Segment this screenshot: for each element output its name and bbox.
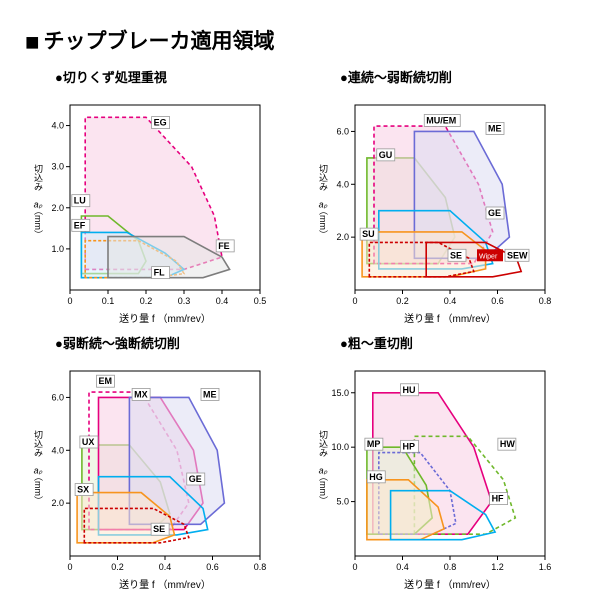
svg-text:HU: HU <box>403 385 416 395</box>
chart-subtitle: ●切りくず処理重視 <box>55 67 290 86</box>
svg-text:10.0: 10.0 <box>331 442 349 452</box>
svg-text:EG: EG <box>154 118 167 128</box>
chart-cell: ●弱断続～強断続切削 0 0.2 0.4 0.6 0.8 2.0 4.0 6.0 送り量 f （m… <box>25 333 290 591</box>
svg-text:MP: MP <box>367 439 381 449</box>
svg-text:HW: HW <box>500 439 515 449</box>
svg-text:0.4: 0.4 <box>396 562 409 572</box>
svg-text:0: 0 <box>352 562 357 572</box>
svg-text:1.6: 1.6 <box>539 562 552 572</box>
svg-text:15.0: 15.0 <box>331 388 349 398</box>
svg-text:HF: HF <box>492 494 504 504</box>
chart-subtitle: ●粗～重切削 <box>340 333 575 352</box>
svg-text:ME: ME <box>203 389 217 399</box>
svg-text:（mm）: （mm） <box>318 206 328 239</box>
svg-text:GU: GU <box>379 150 393 160</box>
svg-text:FL: FL <box>154 268 165 278</box>
svg-text:1.2: 1.2 <box>491 562 504 572</box>
svg-text:0.8: 0.8 <box>444 562 457 572</box>
svg-text:4.0: 4.0 <box>51 445 64 455</box>
svg-text:GE: GE <box>189 474 202 484</box>
chart-cell: ●切りくず処理重視 0 0.1 0.2 0.3 0.4 0.5 1.0 2.0 3.0 4.0 送り量… <box>25 67 290 325</box>
svg-text:0.8: 0.8 <box>254 562 267 572</box>
svg-text:送り量 f （mm/rev）: 送り量 f （mm/rev） <box>119 578 211 591</box>
svg-text:0.2: 0.2 <box>396 296 409 306</box>
svg-text:5.0: 5.0 <box>336 497 349 507</box>
svg-text:HP: HP <box>403 441 416 451</box>
main-title: ■チップブレーカ適用領域 <box>25 25 575 57</box>
svg-text:EM: EM <box>99 376 113 386</box>
chart-cell: ●連続～弱断続切削 0 0.2 0.4 0.6 0.8 2.0 4.0 6.0 送り量 f （mm… <box>310 67 575 325</box>
svg-text:4.0: 4.0 <box>51 121 64 131</box>
svg-text:6.0: 6.0 <box>336 126 349 136</box>
svg-text:6.0: 6.0 <box>51 392 64 402</box>
svg-text:切込み: 切込み <box>318 430 328 457</box>
svg-text:切込み: 切込み <box>318 164 328 191</box>
svg-text:0: 0 <box>67 562 72 572</box>
svg-text:UX: UX <box>82 437 95 447</box>
charts-grid: ●切りくず処理重視 0 0.1 0.2 0.3 0.4 0.5 1.0 2.0 3.0 4.0 送り量… <box>25 67 575 591</box>
svg-text:0.8: 0.8 <box>539 296 552 306</box>
svg-text:0.2: 0.2 <box>111 562 124 572</box>
svg-text:0.5: 0.5 <box>254 296 267 306</box>
svg-text:0: 0 <box>352 296 357 306</box>
svg-text:MX: MX <box>134 389 148 399</box>
svg-text:MU/EM: MU/EM <box>426 116 456 126</box>
svg-text:2.0: 2.0 <box>51 498 64 508</box>
svg-text:切込み: 切込み <box>33 430 43 457</box>
svg-text:0.6: 0.6 <box>206 562 219 572</box>
main-title-text: チップブレーカ適用領域 <box>44 30 275 53</box>
svg-text:0.4: 0.4 <box>216 296 229 306</box>
svg-text:0.4: 0.4 <box>159 562 172 572</box>
chart-subtitle: ●弱断続～強断続切削 <box>55 333 290 352</box>
chart-svg: 0 0.1 0.2 0.3 0.4 0.5 1.0 2.0 3.0 4.0 送り量 f （mm/re… <box>25 90 270 325</box>
svg-text:SE: SE <box>153 524 165 534</box>
chart-subtitle: ●連続～弱断続切削 <box>340 67 575 86</box>
svg-text:0.2: 0.2 <box>140 296 153 306</box>
svg-text:SX: SX <box>77 485 89 495</box>
svg-text:SE: SE <box>450 250 462 260</box>
svg-text:2.0: 2.0 <box>51 203 64 213</box>
svg-text:送り量 f （mm/rev）: 送り量 f （mm/rev） <box>404 578 496 591</box>
svg-text:0.1: 0.1 <box>102 296 115 306</box>
svg-text:0.6: 0.6 <box>491 296 504 306</box>
svg-text:LU: LU <box>74 196 86 206</box>
svg-text:ME: ME <box>488 123 502 133</box>
chart-cell: ●粗～重切削 0 0.4 0.8 1.2 1.6 5.0 10.0 15.0 送り量 f （mm/… <box>310 333 575 591</box>
svg-text:送り量 f （mm/rev）: 送り量 f （mm/rev） <box>404 312 496 325</box>
svg-text:0.4: 0.4 <box>444 296 457 306</box>
svg-text:0.3: 0.3 <box>178 296 191 306</box>
chart-svg: 00.20.40.60.82.04.06.0送り量 f （mm/rev）切込みa… <box>310 90 555 325</box>
svg-text:EF: EF <box>74 220 86 230</box>
svg-text:0: 0 <box>67 296 72 306</box>
svg-text:（mm）: （mm） <box>33 206 43 239</box>
svg-text:FE: FE <box>218 241 230 251</box>
chart-svg: 00.20.40.60.82.04.06.0送り量 f （mm/rev）切込みa… <box>25 356 270 591</box>
svg-text:送り量 f （mm/rev）: 送り量 f （mm/rev） <box>119 312 211 325</box>
svg-text:切込み: 切込み <box>33 164 43 191</box>
svg-text:HG: HG <box>369 472 383 482</box>
svg-text:GE: GE <box>488 208 501 218</box>
chart-svg: 0 0.4 0.8 1.2 1.6 5.0 10.0 15.0 送り量 f （mm/rev） 切込… <box>310 356 555 591</box>
svg-text:（mm）: （mm） <box>33 472 43 505</box>
svg-text:2.0: 2.0 <box>336 232 349 242</box>
svg-text:1.0: 1.0 <box>51 244 64 254</box>
svg-text:（mm）: （mm） <box>318 472 328 505</box>
svg-text:4.0: 4.0 <box>336 179 349 189</box>
svg-text:SU: SU <box>362 229 375 239</box>
svg-text:SEW: SEW <box>507 250 528 260</box>
svg-text:3.0: 3.0 <box>51 162 64 172</box>
svg-text:Wiper: Wiper <box>479 253 498 260</box>
